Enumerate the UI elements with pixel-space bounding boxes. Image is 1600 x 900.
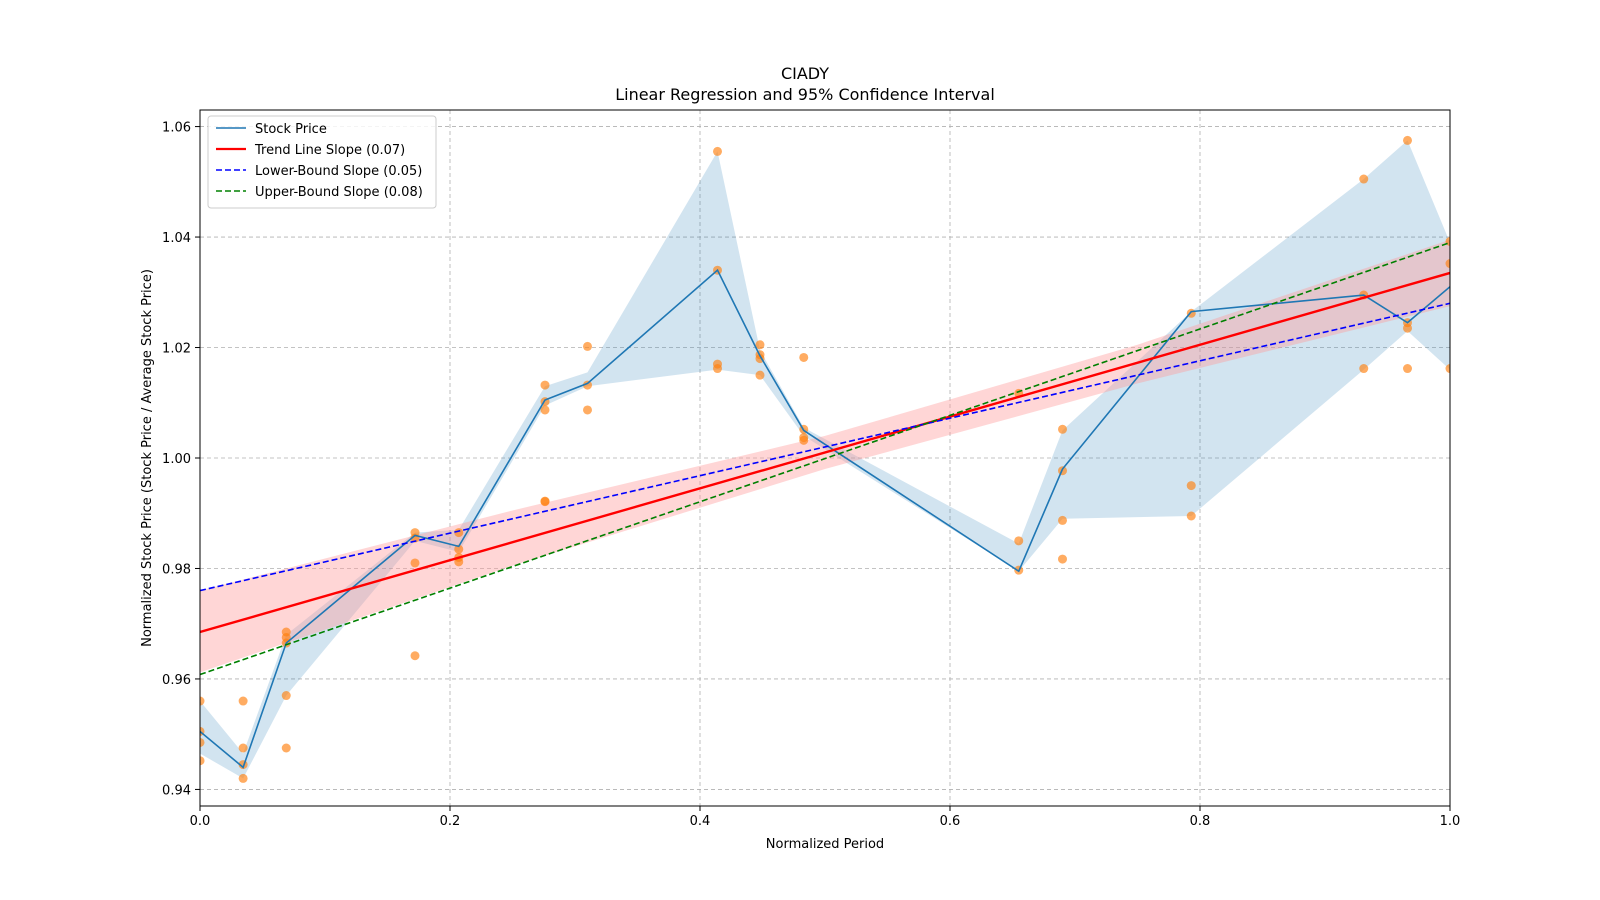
x-tick-label: 0.6	[940, 814, 961, 829]
scatter-point	[454, 528, 464, 538]
x-tick-label: 0.0	[190, 814, 211, 829]
scatter-point	[1403, 323, 1412, 333]
axis-ticks: 0.0 0.2 0.4 0.6 0.8 1.0 0.94 0.96 0.98 1.00 1.02 1.…	[162, 121, 1460, 829]
scatter-point	[1058, 424, 1067, 434]
y-tick-label: 1.04	[162, 231, 191, 246]
scatter-point	[1403, 135, 1412, 145]
scatter-point	[540, 380, 550, 390]
scatter-point	[713, 146, 722, 156]
scatter-point	[799, 435, 809, 445]
scatter-point	[238, 743, 248, 753]
scatter-point	[200, 756, 205, 766]
scatter-point	[1186, 511, 1196, 521]
scatter-point	[1445, 259, 1450, 269]
plot-area	[200, 135, 1450, 783]
upper-bound-line	[200, 241, 1450, 676]
stock-price-band	[200, 140, 1450, 779]
scatter-point	[540, 497, 550, 507]
scatter-point	[713, 364, 722, 374]
scatter-point	[410, 651, 420, 661]
legend-label: Trend Line Slope (0.07)	[254, 143, 405, 158]
trend-line	[200, 271, 1450, 634]
scatter-point	[281, 743, 291, 753]
scatter-point	[454, 544, 464, 554]
scatter-point	[540, 405, 550, 415]
scatter-point	[1445, 364, 1450, 374]
chart-subtitle: Linear Regression and 95% Confidence Int…	[615, 85, 995, 104]
x-tick-label: 0.4	[690, 814, 711, 829]
chart-title: CIADY	[781, 64, 829, 83]
scatter-point	[1058, 515, 1067, 525]
legend-label: Lower-Bound Slope (0.05)	[255, 164, 422, 179]
y-tick-label: 1.00	[162, 452, 191, 467]
y-axis-label: Normalized Stock Price (Stock Price / Av…	[140, 269, 155, 647]
scatter-point	[454, 557, 464, 567]
scatter-point	[1014, 536, 1024, 546]
legend-box	[207, 115, 437, 209]
y-tick-label: 0.96	[162, 673, 191, 688]
y-tick-label: 1.06	[162, 121, 191, 136]
x-tick-label: 0.8	[1190, 814, 1211, 829]
scatter-point	[755, 340, 765, 350]
legend-label: Stock Price	[255, 122, 327, 137]
scatter-point	[410, 558, 420, 568]
scatter-point	[281, 691, 291, 701]
scatter-point	[755, 370, 765, 380]
trend-confidence-band	[200, 239, 1450, 673]
scatter-point	[200, 737, 205, 747]
scatter-point	[583, 341, 592, 351]
legend-label: Upper-Bound Slope (0.08)	[255, 185, 423, 200]
x-axis-label: Normalized Period	[766, 837, 884, 852]
scatter-point	[1359, 174, 1369, 184]
y-tick-label: 0.94	[162, 783, 191, 798]
scatter-point	[238, 696, 248, 706]
x-tick-label: 1.0	[1440, 814, 1461, 829]
y-tick-label: 0.98	[162, 562, 191, 577]
scatter-point	[238, 773, 248, 783]
scatter-point	[1403, 364, 1412, 374]
scatter-point	[1186, 481, 1196, 491]
x-tick-label: 0.2	[440, 814, 461, 829]
scatter-point	[1359, 364, 1369, 374]
lower-bound-line	[200, 302, 1450, 592]
scatter-point	[200, 696, 205, 706]
scatter-point	[799, 352, 809, 362]
legend: Stock Price Trend Line Slope (0.07) Lower-…	[207, 115, 437, 209]
scatter-point	[1058, 554, 1067, 564]
scatter-point	[583, 405, 592, 415]
y-tick-label: 1.02	[162, 342, 191, 357]
scatter-point	[583, 380, 592, 390]
